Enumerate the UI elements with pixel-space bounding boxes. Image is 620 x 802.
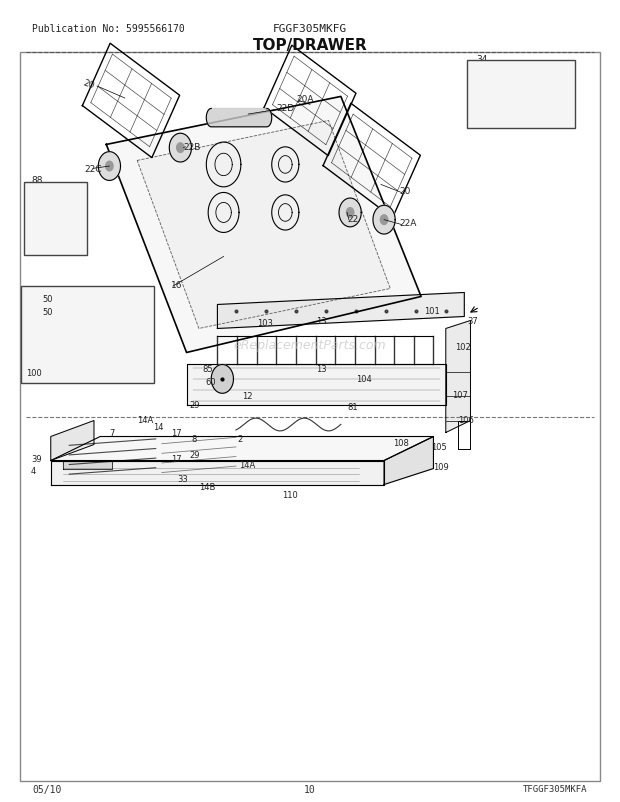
Text: 22B: 22B — [184, 142, 201, 152]
Text: 22C: 22C — [85, 164, 102, 174]
Text: 37: 37 — [467, 317, 478, 326]
Text: 12: 12 — [242, 391, 252, 401]
Polygon shape — [106, 162, 113, 172]
Text: 14: 14 — [153, 423, 163, 431]
Polygon shape — [99, 152, 120, 181]
Text: 88: 88 — [31, 176, 43, 185]
Text: 29: 29 — [190, 400, 200, 410]
Polygon shape — [51, 421, 94, 461]
Text: 14A: 14A — [239, 460, 255, 469]
Polygon shape — [106, 97, 421, 353]
Text: 39: 39 — [31, 454, 42, 463]
Text: 14B: 14B — [199, 482, 215, 491]
Text: 8: 8 — [192, 434, 197, 443]
Polygon shape — [339, 199, 361, 228]
Text: 101: 101 — [424, 307, 440, 316]
Polygon shape — [177, 144, 184, 153]
Text: 103: 103 — [257, 319, 273, 328]
Polygon shape — [347, 209, 354, 218]
Text: 22: 22 — [347, 214, 358, 223]
Polygon shape — [218, 293, 464, 329]
Polygon shape — [206, 109, 272, 128]
Text: 7: 7 — [109, 428, 115, 437]
Polygon shape — [384, 437, 433, 485]
Text: 81: 81 — [347, 402, 358, 411]
Text: 105: 105 — [432, 442, 448, 451]
Text: 2: 2 — [238, 435, 243, 444]
Text: 4: 4 — [31, 467, 36, 476]
Text: 34: 34 — [477, 55, 488, 63]
Text: 22D: 22D — [276, 104, 294, 113]
Polygon shape — [51, 437, 433, 461]
Text: 107: 107 — [452, 390, 468, 399]
FancyBboxPatch shape — [21, 286, 154, 383]
Text: 10: 10 — [304, 784, 316, 794]
Text: 13: 13 — [316, 317, 327, 326]
Text: 16: 16 — [171, 281, 183, 290]
Text: 109: 109 — [433, 462, 450, 471]
Text: 22A: 22A — [399, 219, 417, 228]
Polygon shape — [187, 365, 446, 405]
Text: TFGGF305MKFA: TFGGF305MKFA — [523, 784, 588, 793]
Text: 17: 17 — [171, 428, 182, 437]
Text: TOP/DRAWER: TOP/DRAWER — [252, 38, 368, 53]
Polygon shape — [51, 461, 384, 485]
Text: 102: 102 — [455, 343, 471, 352]
Text: 50: 50 — [42, 294, 53, 303]
Polygon shape — [446, 321, 471, 433]
Text: 50: 50 — [42, 308, 53, 317]
FancyBboxPatch shape — [467, 61, 575, 129]
Text: 100: 100 — [26, 369, 42, 378]
Polygon shape — [373, 206, 395, 235]
Text: 13: 13 — [316, 365, 327, 374]
Polygon shape — [48, 311, 122, 363]
Text: 17: 17 — [171, 455, 182, 464]
Text: 104: 104 — [356, 375, 372, 384]
Text: 106: 106 — [458, 415, 474, 425]
Text: 20: 20 — [399, 187, 411, 196]
Text: 05/10: 05/10 — [32, 784, 61, 794]
Text: eReplacementParts.com: eReplacementParts.com — [234, 338, 386, 351]
Text: 33: 33 — [177, 474, 188, 483]
Text: Publication No: 5995566170: Publication No: 5995566170 — [32, 24, 185, 34]
Polygon shape — [137, 121, 390, 329]
Text: FGGF305MKFG: FGGF305MKFG — [273, 24, 347, 34]
Text: 60: 60 — [205, 377, 216, 387]
Polygon shape — [38, 301, 131, 372]
Polygon shape — [381, 216, 388, 225]
Polygon shape — [211, 365, 234, 394]
Text: 108: 108 — [393, 439, 409, 448]
Polygon shape — [169, 134, 192, 163]
Text: 20: 20 — [82, 79, 95, 91]
Text: 20A: 20A — [296, 95, 314, 104]
Text: 110: 110 — [282, 491, 298, 500]
Text: 14A: 14A — [137, 415, 153, 425]
Text: 85: 85 — [202, 365, 213, 374]
FancyBboxPatch shape — [24, 183, 87, 256]
Text: 29: 29 — [190, 450, 200, 459]
